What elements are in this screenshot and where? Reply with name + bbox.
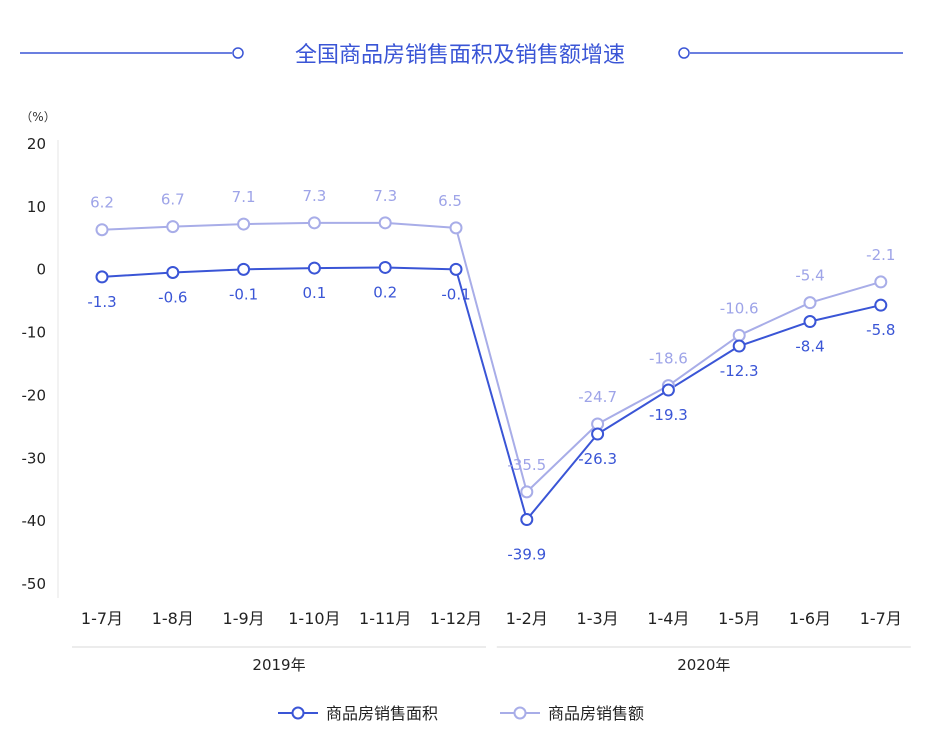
- data-point: [874, 298, 888, 312]
- data-labels: -1.3 -0.6 -0.1 0.1 0.2 -0.1 -39.9 -26.3 -19.3 -12…: [87, 187, 895, 564]
- data-label-amount: -10.6: [720, 299, 759, 317]
- legend-marker: [291, 706, 305, 720]
- x-tick-label: 1-7月: [81, 609, 123, 628]
- data-point: [732, 328, 746, 342]
- data-point: [166, 220, 180, 234]
- x-ticks: 1-7月 1-8月 1-9月 1-10月 1-11月 1-12月 1-2月 1-3月 1-4月 1…: [81, 609, 902, 628]
- data-point: [661, 383, 675, 397]
- data-label-area: -1.3: [87, 293, 116, 311]
- data-point: [803, 296, 817, 310]
- data-point: [95, 270, 109, 284]
- x-tick-label: 1-2月: [506, 609, 548, 628]
- y-tick-label: 10: [27, 198, 46, 216]
- x-tick-label: 1-5月: [718, 609, 760, 628]
- data-label-area: -26.3: [578, 450, 617, 468]
- series-line-amount: [101, 221, 882, 493]
- y-ticks: 20 10 0 -10 -20 -30 -40 -50: [22, 135, 47, 593]
- x-tick-label: 1-6月: [789, 609, 831, 628]
- data-label-area: -8.4: [795, 338, 824, 356]
- x-tick-label: 1-4月: [647, 609, 689, 628]
- data-point: [307, 216, 321, 230]
- title-rule-left-dot: [232, 47, 244, 59]
- data-point: [520, 513, 534, 527]
- data-label-amount: 6.7: [161, 191, 185, 209]
- data-point: [449, 262, 463, 276]
- x-tick-label: 1-7月: [860, 609, 902, 628]
- data-label-amount: 6.5: [438, 192, 462, 210]
- data-label-area: -0.1: [229, 285, 258, 303]
- data-label-area: -5.8: [866, 321, 895, 339]
- title-rule-right-dot: [678, 47, 690, 59]
- y-tick-label: -40: [22, 512, 47, 530]
- data-point: [520, 485, 534, 499]
- data-label-area: -0.1: [441, 285, 470, 303]
- data-point: [95, 223, 109, 237]
- data-label-amount: 7.1: [232, 188, 256, 206]
- y-tick-label: -20: [22, 386, 47, 404]
- x-tick-label: 1-10月: [288, 609, 340, 628]
- data-point: [307, 261, 321, 275]
- legend-entry: 商品房销售面积: [326, 704, 438, 723]
- y-tick-label: -50: [22, 575, 47, 593]
- data-point: [874, 275, 888, 289]
- data-label-amount: -18.6: [649, 350, 688, 368]
- data-label-amount: -35.5: [507, 456, 546, 474]
- data-point: [732, 339, 746, 353]
- y-tick-label: 0: [36, 261, 46, 279]
- series-points: [95, 216, 888, 527]
- data-label-area: -0.6: [158, 288, 187, 306]
- legend-entry: 商品房销售额: [548, 704, 644, 723]
- x-groups: 2019年 2020年: [72, 646, 911, 674]
- data-point: [449, 221, 463, 235]
- data-label-amount: -2.1: [866, 246, 895, 264]
- y-unit-label: （%）: [20, 110, 55, 124]
- chart-title: 全国商品房销售面积及销售额增速: [20, 43, 903, 68]
- data-label-area: 0.2: [373, 283, 397, 301]
- x-tick-label: 1-9月: [223, 609, 265, 628]
- data-label-area: -12.3: [720, 362, 759, 380]
- legend-marker: [513, 706, 527, 720]
- data-label-area: -19.3: [649, 406, 688, 424]
- data-label-amount: 6.2: [90, 194, 114, 212]
- y-tick-label: -10: [22, 324, 47, 342]
- legend: 商品房销售面积 商品房销售额: [278, 704, 644, 723]
- data-point: [237, 262, 251, 276]
- y-tick-label: -30: [22, 449, 47, 467]
- data-label-area: 0.1: [302, 284, 326, 302]
- x-tick-label: 1-3月: [577, 609, 619, 628]
- x-tick-label: 1-12月: [430, 609, 482, 628]
- data-label-area: -39.9: [507, 546, 546, 564]
- y-tick-label: 20: [27, 135, 46, 153]
- series-line-area: [101, 266, 882, 521]
- data-point: [237, 217, 251, 231]
- data-point: [166, 265, 180, 279]
- data-label-amount: 7.3: [302, 187, 326, 205]
- data-label-amount: -5.4: [795, 267, 824, 285]
- data-point: [378, 260, 392, 274]
- x-tick-label: 1-11月: [359, 609, 411, 628]
- title-text: 全国商品房销售面积及销售额增速: [295, 43, 625, 68]
- data-point: [591, 427, 605, 441]
- series-lines: [101, 221, 882, 521]
- data-point: [378, 216, 392, 230]
- data-point: [803, 315, 817, 329]
- data-label-amount: -24.7: [578, 388, 617, 406]
- data-label-amount: 7.3: [373, 187, 397, 205]
- group-label: 2020年: [677, 656, 730, 674]
- x-tick-label: 1-8月: [152, 609, 194, 628]
- group-label: 2019年: [252, 656, 305, 674]
